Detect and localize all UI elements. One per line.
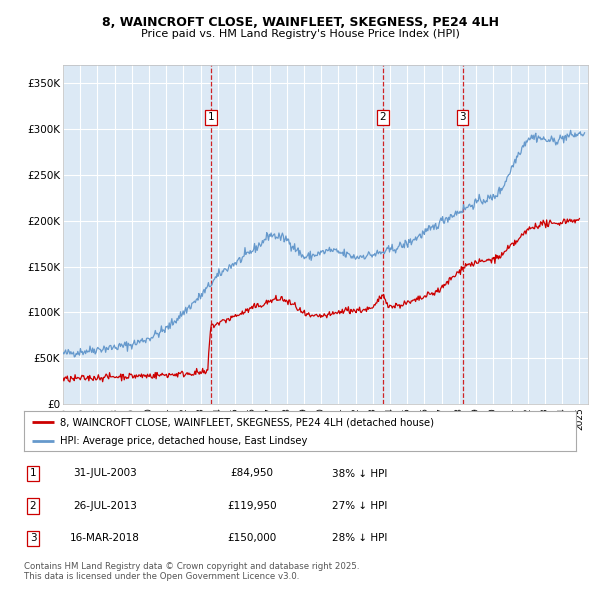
Text: 8, WAINCROFT CLOSE, WAINFLEET, SKEGNESS, PE24 4LH: 8, WAINCROFT CLOSE, WAINFLEET, SKEGNESS,… — [101, 16, 499, 29]
Text: 2: 2 — [379, 113, 386, 123]
Text: 38% ↓ HPI: 38% ↓ HPI — [332, 468, 388, 478]
Text: 1: 1 — [29, 468, 37, 478]
Text: 16-MAR-2018: 16-MAR-2018 — [70, 533, 140, 543]
Text: Contains HM Land Registry data © Crown copyright and database right 2025.
This d: Contains HM Land Registry data © Crown c… — [24, 562, 359, 581]
Text: 1: 1 — [208, 113, 214, 123]
Text: £150,000: £150,000 — [227, 533, 277, 543]
Text: Price paid vs. HM Land Registry's House Price Index (HPI): Price paid vs. HM Land Registry's House … — [140, 29, 460, 38]
Text: HPI: Average price, detached house, East Lindsey: HPI: Average price, detached house, East… — [60, 437, 307, 446]
Text: 28% ↓ HPI: 28% ↓ HPI — [332, 533, 388, 543]
Text: 8, WAINCROFT CLOSE, WAINFLEET, SKEGNESS, PE24 4LH (detached house): 8, WAINCROFT CLOSE, WAINFLEET, SKEGNESS,… — [60, 418, 434, 428]
Text: 27% ↓ HPI: 27% ↓ HPI — [332, 501, 388, 511]
Text: 26-JUL-2013: 26-JUL-2013 — [73, 501, 137, 511]
Text: £119,950: £119,950 — [227, 501, 277, 511]
Text: 3: 3 — [459, 113, 466, 123]
Text: 2: 2 — [29, 501, 37, 511]
Text: 3: 3 — [29, 533, 37, 543]
Text: £84,950: £84,950 — [230, 468, 274, 478]
Text: 31-JUL-2003: 31-JUL-2003 — [73, 468, 137, 478]
